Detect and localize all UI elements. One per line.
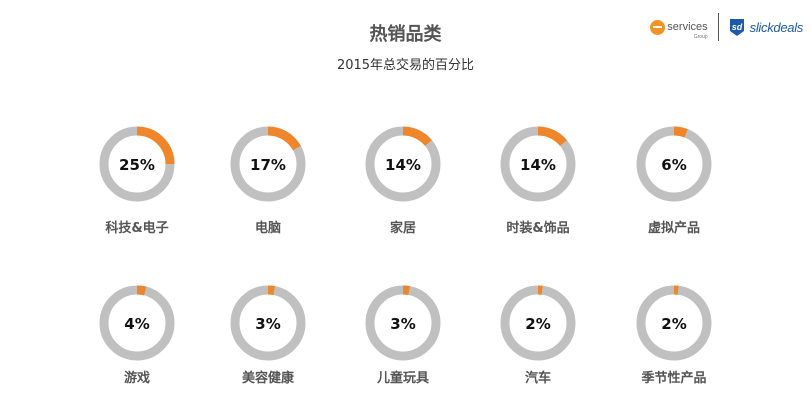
donut-category-label: 电脑 [255,220,281,236]
donut-percent-label: 3% [390,315,415,333]
donut-value-arc [136,126,175,165]
chart-title: 热销品类 [369,24,442,45]
slickdeals-logo-text: slickdeals [749,19,804,35]
donut-value-arc [673,126,688,138]
donut-6: 4% 游戏 [99,285,175,386]
donut-percent-label: 2% [525,315,550,333]
donut-7: 3% 美容健康 [230,285,306,386]
donut-value-arc [537,126,567,147]
donut-percent-label: 14% [520,156,556,174]
donut-category-label: 美容健康 [242,370,295,386]
donut-category-label: 科技&电子 [105,220,168,236]
eservices-logo: services Group [650,19,708,40]
donut-percent-label: 25% [119,156,155,174]
slickdeals-badge-text: sd [731,22,742,32]
eservices-logo-subtext: Group [693,33,708,40]
donut-8: 3% 儿童玩具 [365,285,441,386]
donut-percent-label: 4% [124,315,149,333]
donut-value-arc [267,285,276,296]
chart-subtitle: 2015年总交易的百分比 [336,58,475,73]
donut-category-label: 汽车 [525,370,551,386]
slickdeals-badge-icon: sd [729,19,744,36]
donut-category-label: 虚拟产品 [648,220,700,236]
donut-value-arc [402,285,411,296]
donut-3: 14% 家居 [365,126,441,236]
donut-category-label: 家居 [390,220,416,236]
donut-percent-label: 3% [255,315,280,333]
slickdeals-logo: sd slickdeals [727,17,803,37]
donut-percent-label: 6% [661,156,686,174]
donut-percent-label: 2% [661,315,686,333]
donut-percent-label: 14% [385,156,421,174]
donut-category-label: 游戏 [124,370,150,386]
eservices-mark-icon [650,19,666,35]
donut-9: 2% 汽车 [500,285,576,386]
logo-area: services Group sd slickdeals [650,12,803,42]
donut-category-label: 儿童玩具 [376,370,429,386]
donut-value-arc [267,126,301,151]
donut-percent-label: 17% [250,156,286,174]
donut-category-label: 时装&饰品 [506,220,569,236]
donut-value-arc [136,285,147,296]
donut-value-arc [402,126,432,147]
logo-divider [717,13,719,41]
donut-2: 17% 电脑 [230,126,306,236]
donut-4: 14% 时装&饰品 [500,126,576,236]
eservices-logo-text: services [667,21,708,33]
donut-5: 6% 虚拟产品 [636,126,712,236]
donut-10: 2% 季节性产品 [636,285,712,386]
donut-1: 25% 科技&电子 [99,126,175,236]
donut-category-label: 季节性产品 [640,370,706,386]
